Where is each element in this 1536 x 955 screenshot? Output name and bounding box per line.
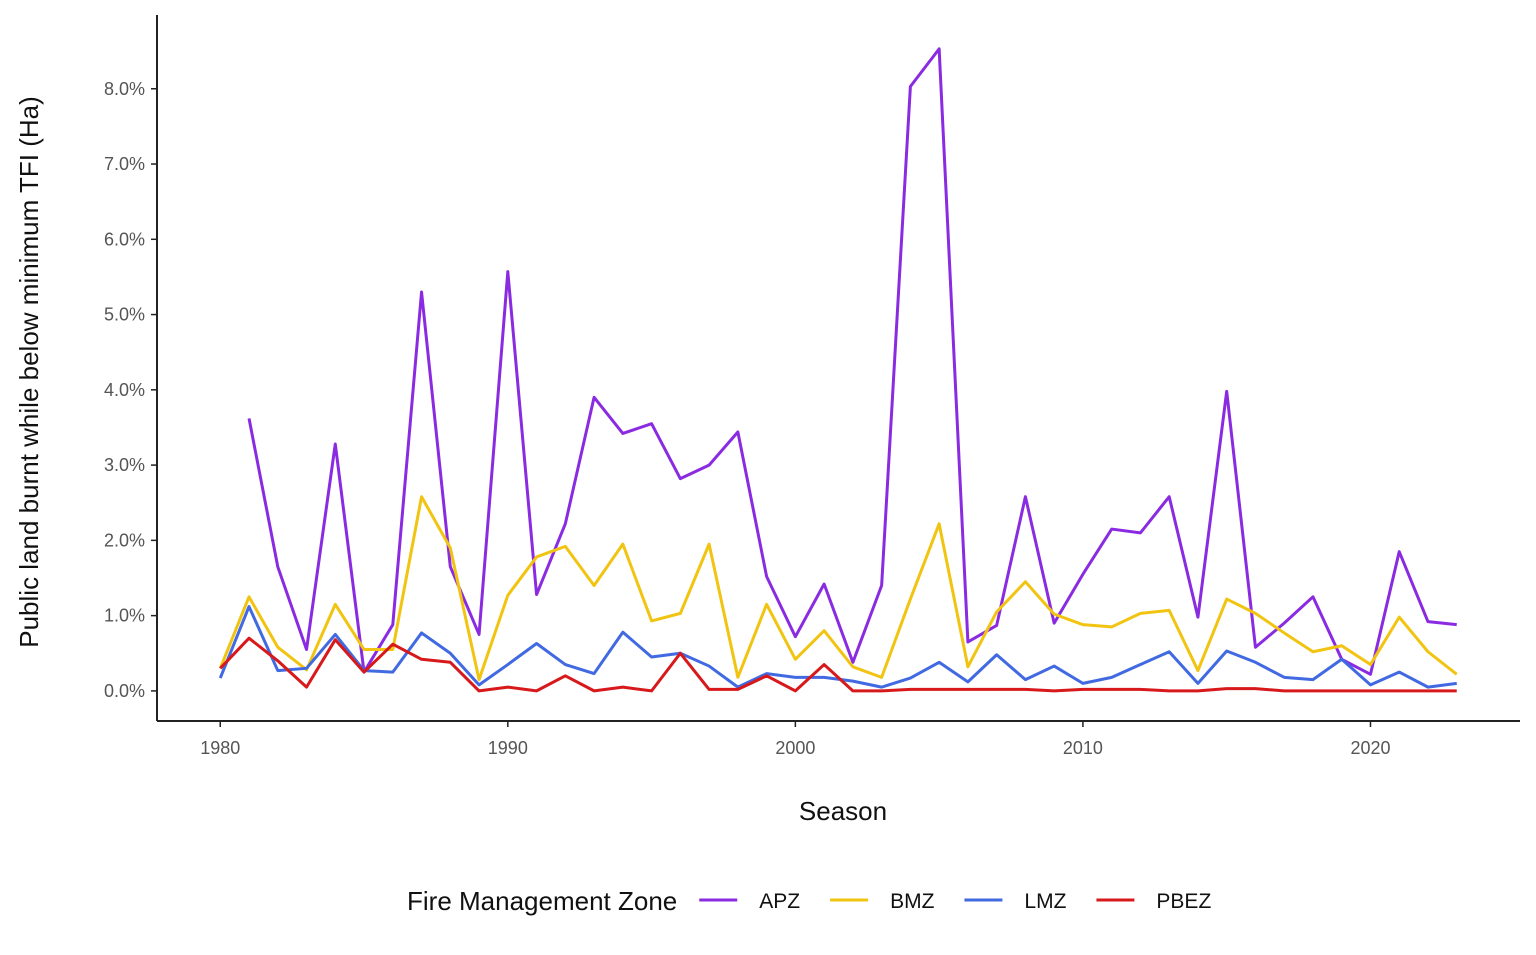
y-tick-label: 7.0% (104, 154, 145, 174)
legend-label: APZ (759, 890, 800, 913)
x-tick-label: 1980 (200, 738, 240, 758)
y-tick-label: 1.0% (104, 606, 145, 626)
y-tick-label: 6.0% (104, 229, 145, 249)
y-tick-label: 4.0% (104, 380, 145, 400)
x-tick-label: 2000 (775, 738, 815, 758)
x-tick-label: 2020 (1350, 738, 1390, 758)
legend-title: Fire Management Zone (407, 886, 677, 916)
x-axis-title: Season (799, 796, 887, 826)
y-tick-label: 3.0% (104, 455, 145, 475)
x-tick-label: 1990 (488, 738, 528, 758)
series-line (247, 47, 1457, 676)
y-tick-label: 0.0% (104, 681, 145, 701)
series-line (218, 495, 1458, 682)
series-line (219, 636, 1457, 693)
y-tick-label: 5.0% (104, 305, 145, 325)
y-tick-label: 2.0% (104, 530, 145, 550)
legend-label: BMZ (890, 890, 935, 913)
y-tick-label: 8.0% (104, 79, 145, 99)
y-axis-title: Public land burnt while below minimum TF… (14, 96, 44, 648)
x-tick-label: 2010 (1063, 738, 1103, 758)
legend-label: PBEZ (1156, 890, 1211, 913)
legend-label: LMZ (1024, 890, 1066, 913)
